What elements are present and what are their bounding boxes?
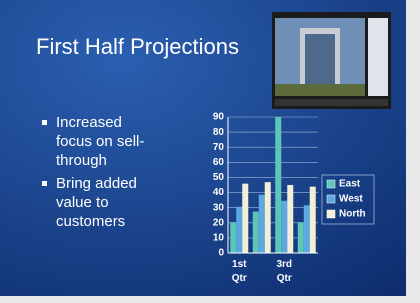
y-tick-label: 70 (213, 142, 225, 153)
bar (236, 207, 242, 253)
bar (304, 205, 310, 253)
bullet: Bring added value to customers (56, 174, 156, 231)
y-tick-label: 10 (213, 233, 225, 244)
bar (230, 222, 236, 253)
y-tick-label: 50 (213, 172, 225, 183)
bar (259, 195, 265, 253)
page: 0 10 20 30 40 50 60 70 80 90 East West North First H… (0, 0, 420, 303)
bar (275, 117, 281, 253)
bar (242, 184, 248, 253)
legend-label: West (339, 194, 363, 205)
y-tick-label: 80 (213, 127, 225, 138)
y-tick-label: 60 (213, 157, 225, 168)
bullet: Increased focus on sell-through (56, 113, 156, 170)
bar (281, 201, 287, 253)
legend-swatch (327, 180, 335, 188)
legend-swatch (327, 210, 335, 218)
y-tick-label: 90 (213, 112, 225, 123)
y-tick-label: 0 (218, 248, 224, 259)
x-tick-label: 3rd Qtr (269, 258, 299, 286)
y-tick-label: 20 (213, 217, 225, 228)
video-thumbnail (272, 12, 391, 109)
x-tick-label: 1st Qtr (224, 258, 254, 286)
slide-title: First Half Projections (36, 34, 239, 60)
y-tick-label: 40 (213, 187, 225, 198)
bar (298, 222, 304, 253)
y-tick-label: 30 (213, 202, 225, 213)
bar (310, 187, 316, 253)
legend-label: North (339, 209, 366, 220)
bar (253, 212, 259, 253)
legend-label: East (339, 179, 361, 190)
bar (265, 182, 271, 253)
bar (287, 185, 293, 253)
legend-swatch (327, 195, 335, 203)
